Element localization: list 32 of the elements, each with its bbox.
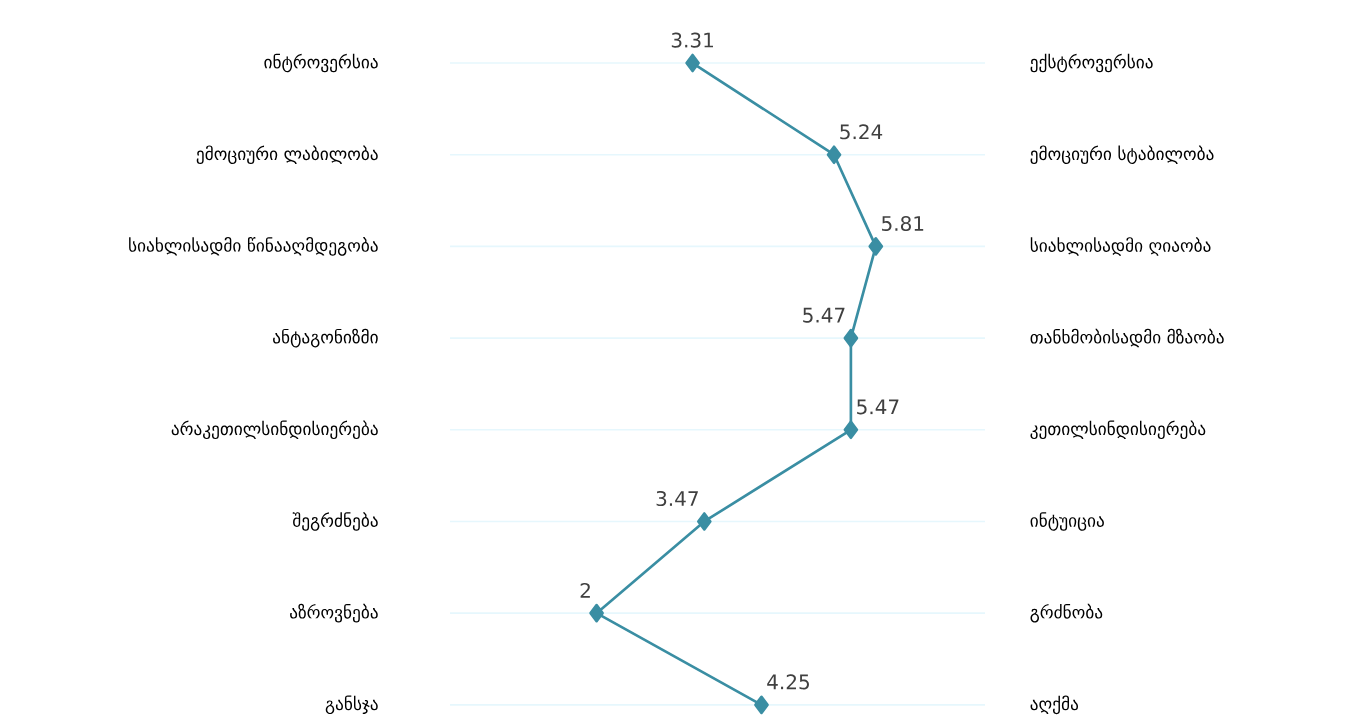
y-tick-label: ანტაგონიზმი [273, 328, 378, 348]
data-label: 3.31 [671, 32, 713, 48]
point [843, 328, 859, 348]
y2-tick-label: ექსტროვერსია [1030, 53, 1153, 73]
y-tick-label: არაკეთილსინდისიერება [171, 420, 378, 440]
y2-tick-label: თანხმობისადმი მზაობა [1030, 328, 1224, 348]
data-label: 5.47 [803, 307, 845, 323]
data-label: 5.47 [857, 399, 899, 415]
y2-tick-label: ინტუიცია [1030, 512, 1104, 531]
point [843, 420, 859, 440]
y2-tick-label: აღქმა [1030, 695, 1079, 715]
y2-tick-label: გრძნობა [1030, 603, 1103, 623]
y-tick-label: განსჯა [325, 695, 378, 715]
point [868, 237, 884, 256]
y-tick-label: სიახლისადმი წინააღმდეგობა [129, 237, 378, 256]
point [696, 512, 712, 531]
y-tick-label: აზროვნება [290, 603, 378, 623]
data-label: 3.47 [656, 490, 698, 507]
y-tick-label: ემოციური ლაბილობა [196, 145, 378, 165]
point [754, 695, 769, 715]
data-label: 2 [580, 582, 590, 598]
data-label: 5.24 [840, 124, 883, 140]
point [826, 145, 842, 165]
y2-tick-label: სიახლისადმი ღიაობა [1030, 237, 1211, 256]
y-tick-label: ინტროვერსია [264, 53, 378, 73]
y2-tick-label: კეთილსინდისიერება [1030, 420, 1206, 440]
y2-tick-label: ემოციური სტაბილობა [1030, 145, 1214, 165]
point [685, 53, 700, 73]
point [589, 603, 604, 623]
data-label: 5.81 [882, 215, 924, 232]
data-label: 4.25 [767, 674, 809, 690]
y-tick-label: შეგრძნება [292, 512, 378, 531]
